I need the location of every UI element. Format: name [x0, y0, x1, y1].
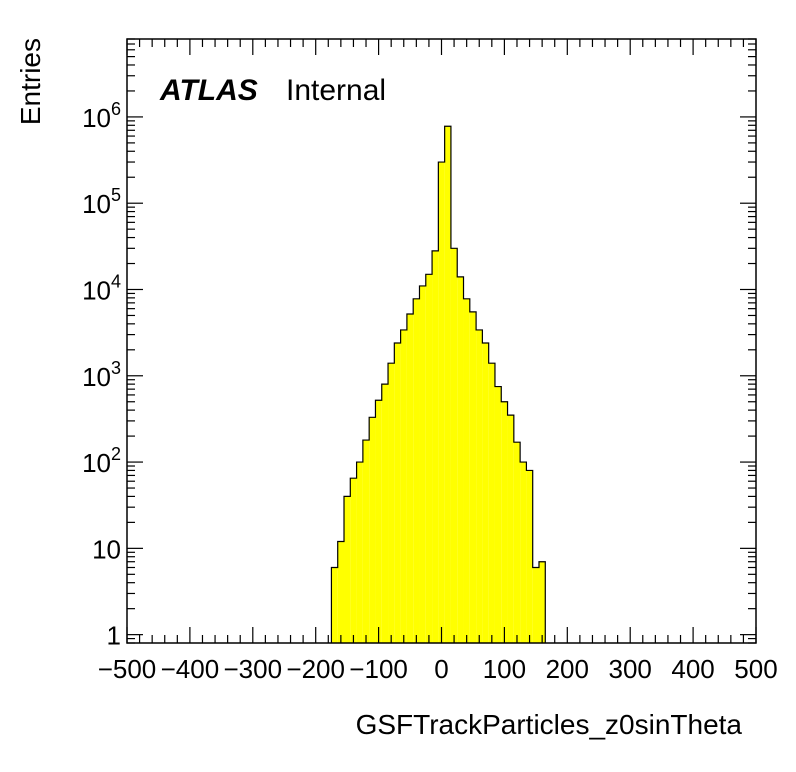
x-tick-label: −400: [161, 654, 220, 684]
x-tick-label: −100: [349, 654, 408, 684]
x-tick-label: −300: [224, 654, 283, 684]
histogram-bin: [482, 342, 489, 643]
histogram-bin: [494, 386, 502, 643]
x-tick-label: −500: [98, 654, 157, 684]
y-axis-title: Entries: [15, 38, 46, 125]
y-tick-label: 103: [82, 358, 121, 392]
histogram-bin: [526, 470, 533, 643]
histogram-bin: [388, 363, 395, 643]
histogram-bin: [488, 363, 495, 643]
histogram-bin: [425, 274, 433, 643]
histogram-bin: [538, 561, 546, 643]
histogram-bin: [469, 311, 477, 643]
x-tick-label: 100: [483, 654, 526, 684]
histogram-bin: [507, 415, 514, 643]
histogram-bin: [457, 276, 464, 643]
y-tick-label: 105: [82, 185, 121, 219]
x-axis-title: GSFTrackParticles_z0sinTheta: [356, 709, 743, 740]
histogram-bin: [344, 496, 351, 643]
histogram-bin: [520, 462, 527, 643]
histogram-bin: [413, 298, 420, 643]
histogram-bin: [356, 462, 363, 643]
x-tick-labels: −500 −400 −300 −200 −100 0 100 200 300 400 500: [98, 654, 778, 684]
histogram-bin: [375, 400, 382, 643]
histogram-bin: [532, 567, 539, 643]
histogram-bin: [331, 567, 338, 643]
histogram-bin: [501, 401, 508, 643]
histogram-bin: [513, 442, 521, 643]
histogram-bin: [450, 248, 458, 643]
experiment-label: ATLAS: [159, 74, 258, 107]
histogram-bin: [444, 126, 451, 644]
y-tick-label: 104: [82, 271, 121, 305]
histogram-bin: [362, 440, 370, 643]
histogram-bin: [432, 250, 439, 643]
histogram-bin: [406, 314, 414, 643]
histogram-bin: [394, 342, 401, 643]
x-tick-label: 400: [671, 654, 714, 684]
histogram-outline: [330, 125, 546, 643]
histogram-bin: [337, 541, 345, 643]
y-tick-label: 106: [82, 99, 121, 133]
histogram-bin: [438, 162, 445, 644]
y-tick-label: 102: [82, 444, 121, 478]
histogram-bin: [476, 329, 483, 643]
histogram-bars: [331, 126, 546, 644]
axis-ticks: [126, 38, 757, 644]
y-tick-label: 1: [107, 621, 121, 651]
y-tick-label: 10: [92, 534, 121, 564]
y-tick-labels: 1 10 102 103 104 105 106: [82, 99, 121, 651]
histogram-bin: [400, 329, 407, 643]
histogram-step-line: [330, 125, 546, 643]
histogram-bin: [381, 384, 389, 643]
histogram-bin: [463, 298, 470, 643]
x-tick-label: 200: [546, 654, 589, 684]
status-label: Internal: [286, 74, 386, 107]
histogram-bin: [419, 285, 426, 643]
histogram-bin: [369, 417, 376, 643]
histogram-bin: [350, 478, 357, 643]
x-tick-label: 300: [609, 654, 652, 684]
x-tick-label: 500: [734, 654, 777, 684]
x-tick-label: 0: [434, 654, 448, 684]
x-tick-label: −200: [286, 654, 345, 684]
